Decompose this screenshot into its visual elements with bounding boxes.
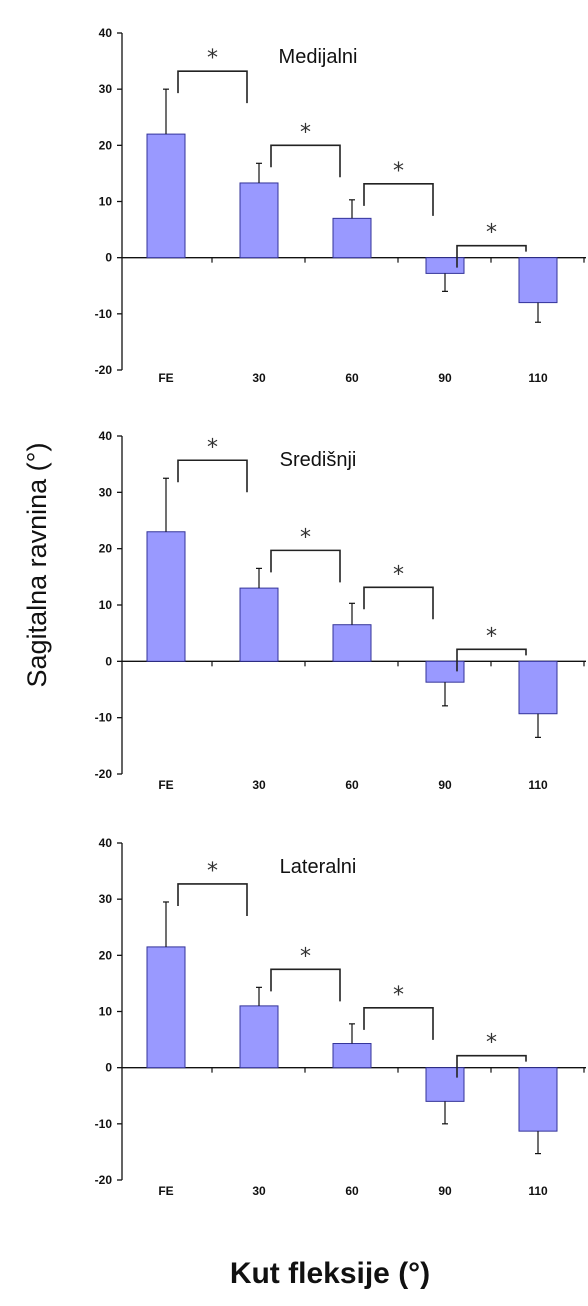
y-tick-label: -20	[95, 363, 113, 377]
x-tick-label: 90	[438, 371, 452, 385]
significance-star: *	[207, 46, 218, 71]
x-tick-label: FE	[158, 778, 173, 792]
significance-star: *	[486, 221, 497, 246]
y-tick-label: 40	[99, 429, 113, 443]
bar	[518, 1067, 558, 1132]
x-tick-label: 60	[345, 1184, 359, 1198]
y-tick-label: 10	[99, 1005, 113, 1019]
x-tick-label: 90	[438, 778, 452, 792]
significance-bracket	[456, 244, 527, 268]
significance-bracket	[177, 459, 248, 493]
y-tick-label: -10	[95, 307, 113, 321]
significance-bracket	[270, 549, 341, 583]
significance-star: *	[300, 120, 311, 145]
x-axis-title: Kut fleksije (°)	[230, 1257, 430, 1290]
x-tick-label: 110	[528, 371, 548, 385]
y-tick-label: 20	[99, 138, 113, 152]
panel-title: Medijalni	[279, 46, 358, 68]
bar	[332, 217, 372, 259]
y-tick-label: 0	[105, 654, 112, 668]
significance-star: *	[393, 983, 404, 1008]
bar	[518, 660, 558, 715]
y-tick-label: -10	[95, 1117, 113, 1131]
y-tick-label: 40	[99, 26, 113, 40]
bar	[425, 257, 465, 274]
significance-star: *	[300, 944, 311, 969]
y-tick-label: 30	[99, 892, 113, 906]
y-tick-label: 30	[99, 485, 113, 499]
y-tick-label: 0	[105, 1061, 112, 1075]
bar	[146, 531, 186, 662]
bar	[425, 660, 465, 683]
significance-star: *	[486, 624, 497, 649]
significance-bracket	[456, 648, 527, 672]
y-tick-label: -20	[95, 767, 113, 781]
bar	[332, 624, 372, 662]
significance-bracket	[177, 70, 248, 104]
significance-star: *	[393, 159, 404, 184]
significance-bracket	[270, 968, 341, 1002]
y-tick-label: 0	[105, 251, 112, 265]
bar	[239, 182, 279, 259]
bar	[239, 587, 279, 662]
x-tick-label: 30	[252, 1184, 266, 1198]
bar	[518, 257, 558, 304]
significance-star: *	[207, 859, 218, 884]
bar	[332, 1043, 372, 1069]
bar	[146, 946, 186, 1069]
x-tick-label: 30	[252, 371, 266, 385]
chart-panel-3: -20 -10 0 10 20 30 40 FE 30 60 90 110 * * * * Lateralni	[95, 836, 586, 1198]
significance-bracket	[363, 183, 434, 216]
x-tick-label: 110	[528, 778, 548, 792]
significance-star: *	[486, 1031, 497, 1056]
significance-bracket	[363, 586, 434, 620]
y-tick-label: 10	[99, 195, 113, 209]
y-tick-label: 20	[99, 948, 113, 962]
significance-star: *	[207, 435, 218, 460]
bar	[239, 1005, 279, 1069]
significance-bracket	[363, 1007, 434, 1040]
significance-star: *	[393, 562, 404, 587]
x-tick-label: 60	[345, 778, 359, 792]
bar	[146, 133, 186, 259]
x-tick-label: 60	[345, 371, 359, 385]
significance-star: *	[300, 525, 311, 550]
y-tick-label: -20	[95, 1173, 113, 1187]
bar	[425, 1067, 465, 1102]
panel-title: Lateralni	[280, 856, 357, 878]
y-tick-label: 30	[99, 82, 113, 96]
x-tick-label: 30	[252, 778, 266, 792]
y-tick-label: -10	[95, 711, 113, 725]
panel-title: Središnji	[280, 449, 357, 471]
y-tick-label: 40	[99, 836, 113, 850]
chart-panel-2: -20 -10 0 10 20 30 40 FE 30 60 90 110 * * * * Središnji	[95, 429, 586, 792]
y-tick-label: 10	[99, 598, 113, 612]
significance-bracket	[270, 144, 341, 178]
significance-bracket	[177, 883, 248, 916]
x-tick-label: 90	[438, 1184, 452, 1198]
y-axis-title: Sagitalna ravnina (°)	[22, 443, 52, 688]
x-tick-label: FE	[158, 371, 173, 385]
x-tick-label: FE	[158, 1184, 173, 1198]
x-tick-label: 110	[528, 1184, 548, 1198]
y-tick-label: 20	[99, 542, 113, 556]
significance-bracket	[456, 1054, 527, 1078]
chart-panel-1: -20 -10 0 10 20 30 40 FE 30 60 90 110 * * * * Medijalni	[95, 26, 586, 385]
